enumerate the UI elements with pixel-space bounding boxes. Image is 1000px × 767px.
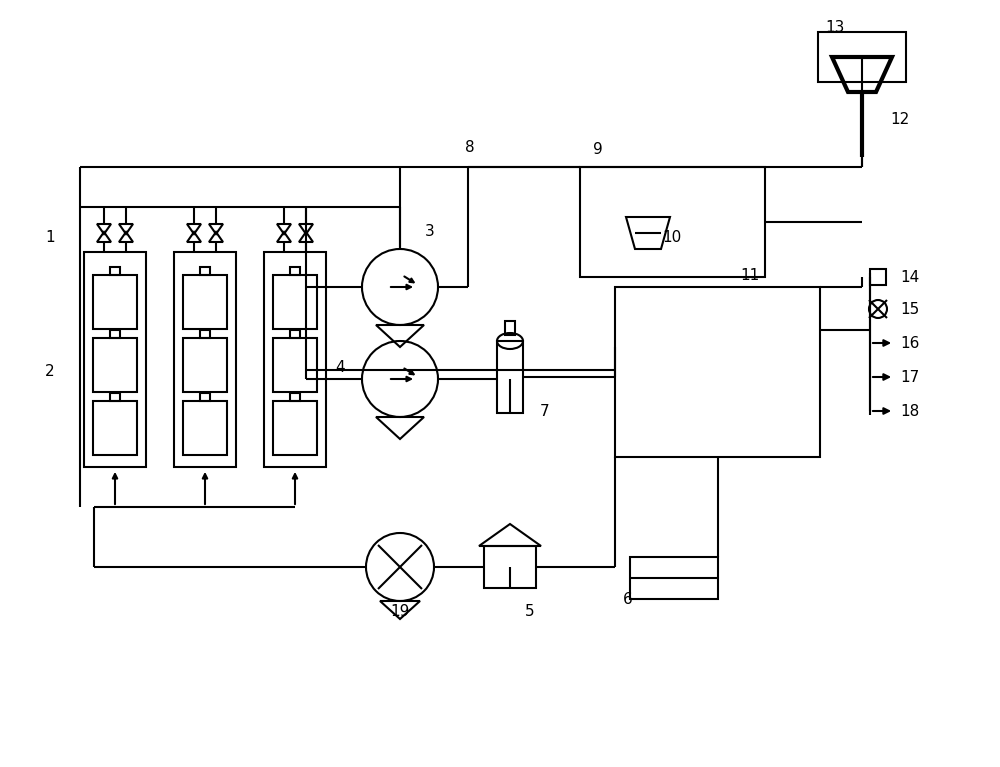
Bar xyxy=(580,167,765,277)
Text: 11: 11 xyxy=(740,268,760,282)
Bar xyxy=(200,393,210,401)
Bar xyxy=(290,267,300,275)
Text: 7: 7 xyxy=(540,404,550,420)
Text: 9: 9 xyxy=(593,141,603,156)
Text: 18: 18 xyxy=(900,403,920,419)
Bar xyxy=(615,287,820,457)
Text: 10: 10 xyxy=(662,229,682,245)
Text: 4: 4 xyxy=(335,360,345,374)
Bar xyxy=(484,546,536,588)
Bar xyxy=(290,393,300,401)
Text: 6: 6 xyxy=(623,591,633,607)
Bar xyxy=(630,557,718,599)
Text: 19: 19 xyxy=(390,604,410,620)
Text: 16: 16 xyxy=(900,335,920,351)
Bar xyxy=(505,321,515,335)
Text: 13: 13 xyxy=(825,19,845,35)
Bar xyxy=(174,252,236,467)
Text: 14: 14 xyxy=(900,269,920,285)
Text: 12: 12 xyxy=(890,111,910,127)
Text: 8: 8 xyxy=(465,140,475,154)
Bar xyxy=(183,338,227,392)
Text: 15: 15 xyxy=(900,301,920,317)
Bar xyxy=(273,338,317,392)
Bar xyxy=(93,338,137,392)
Bar xyxy=(110,267,120,275)
Text: 17: 17 xyxy=(900,370,920,384)
Bar xyxy=(818,32,906,82)
Bar xyxy=(93,275,137,329)
Text: 3: 3 xyxy=(425,225,435,239)
Bar xyxy=(84,252,146,467)
Text: 1: 1 xyxy=(45,229,55,245)
Bar xyxy=(110,330,120,338)
Bar xyxy=(870,269,886,285)
Bar xyxy=(290,330,300,338)
Bar xyxy=(200,267,210,275)
Bar xyxy=(497,341,523,413)
Text: 2: 2 xyxy=(45,364,55,380)
Bar xyxy=(93,401,137,455)
Bar xyxy=(110,393,120,401)
Text: 5: 5 xyxy=(525,604,535,620)
Bar xyxy=(273,275,317,329)
Bar xyxy=(264,252,326,467)
Bar xyxy=(183,401,227,455)
Bar xyxy=(183,275,227,329)
Bar xyxy=(200,330,210,338)
Bar xyxy=(273,401,317,455)
